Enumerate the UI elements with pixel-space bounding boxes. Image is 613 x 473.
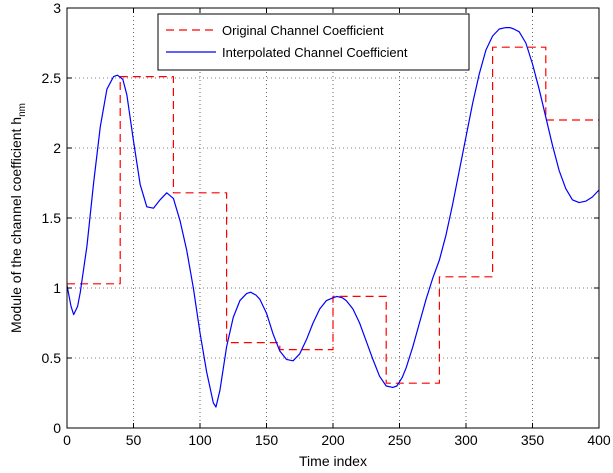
y-tick-label: 1 xyxy=(53,280,61,296)
y-tick-label: 1.5 xyxy=(42,210,62,226)
x-tick-label: 250 xyxy=(388,432,412,448)
legend-label-original: Original Channel Coefficient xyxy=(222,23,384,38)
y-tick-label: 2.5 xyxy=(42,70,62,86)
legend: Original Channel Coefficient Interpolate… xyxy=(157,13,470,71)
x-tick-label: 350 xyxy=(521,432,545,448)
grid xyxy=(67,8,599,428)
legend-box xyxy=(157,13,470,71)
x-tick-label: 400 xyxy=(587,432,611,448)
legend-label-interpolated: Interpolated Channel Coefficient xyxy=(222,45,408,60)
x-tick-label: 300 xyxy=(454,432,478,448)
x-tick-label: 200 xyxy=(321,432,345,448)
x-tick-label: 150 xyxy=(255,432,279,448)
y-axis-label-main: Module of the channel coefficient h xyxy=(8,117,24,333)
series-line-original xyxy=(67,46,599,384)
x-tick-label: 0 xyxy=(63,432,71,448)
y-tick-label: 0.5 xyxy=(42,350,62,366)
ticks xyxy=(66,7,600,429)
y-axis-label-subscript: nm xyxy=(17,103,28,117)
x-tick-label: 50 xyxy=(126,432,142,448)
series-line-interpolated xyxy=(66,27,600,408)
y-tick-labels: 0 0.5 1 1.5 2 2.5 3 xyxy=(42,0,62,436)
x-axis-label: Time index xyxy=(299,453,367,469)
x-tick-label: 100 xyxy=(188,432,212,448)
y-tick-label: 0 xyxy=(53,420,61,436)
x-tick-labels: 0 50 100 150 200 250 300 350 400 xyxy=(63,432,611,448)
y-tick-label: 3 xyxy=(53,0,61,16)
series-layer xyxy=(66,27,600,408)
y-tick-label: 2 xyxy=(53,140,61,156)
y-axis-label: Module of the channel coefficient hnm xyxy=(8,103,28,333)
